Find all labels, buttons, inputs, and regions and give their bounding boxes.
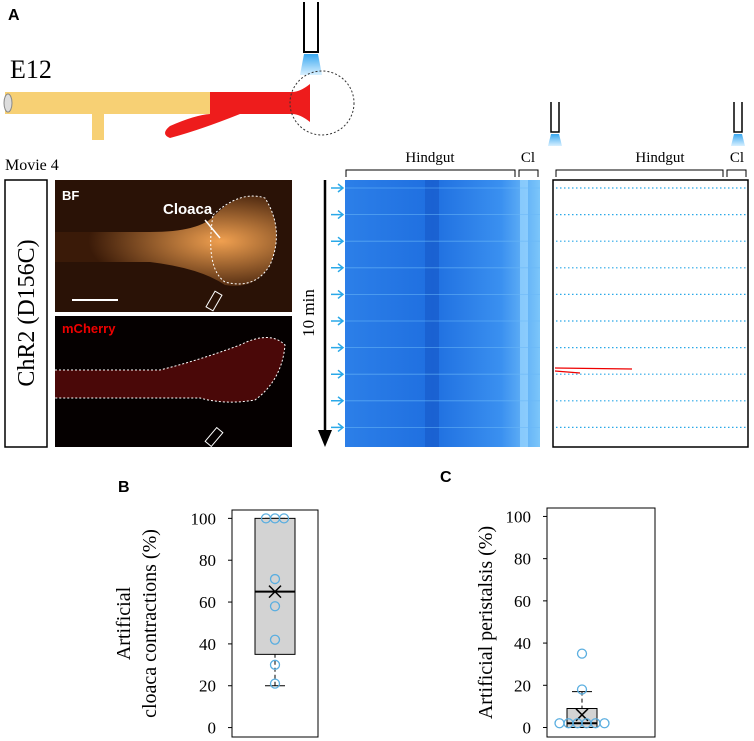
bracket <box>555 169 724 177</box>
stim-arrow <box>331 236 345 246</box>
mcherry-label: mCherry <box>62 321 116 336</box>
red-region <box>165 84 310 138</box>
kymo-band <box>520 180 528 447</box>
light-cone <box>548 134 562 146</box>
bf-label: BF <box>62 188 79 203</box>
y-tick-label: 0 <box>208 719 217 738</box>
y-tick-label: 20 <box>514 676 531 695</box>
bracket <box>518 169 539 177</box>
y-axis-label: Artificial <box>113 586 135 660</box>
stim-arrow <box>331 316 345 326</box>
panel-label: A <box>8 7 20 24</box>
end-cap <box>3 93 13 113</box>
movie-label: Movie 4 <box>5 157 59 174</box>
stub <box>92 114 104 140</box>
bracket <box>345 169 516 177</box>
y-axis-label: cloaca contractions (%) <box>139 529 161 718</box>
data-point <box>576 684 588 695</box>
arrow <box>204 219 221 239</box>
bracket <box>726 169 747 177</box>
y-tick-label: 60 <box>199 593 216 612</box>
y-tick-label: 100 <box>506 507 532 526</box>
panel-label: B <box>118 479 130 496</box>
construct-box <box>4 179 48 448</box>
time-label: 10 min <box>299 289 318 337</box>
stim-arrow <box>331 263 345 273</box>
pipette <box>303 2 319 53</box>
hindgut-label: Hindgut <box>635 150 685 166</box>
hindgut-schematic <box>5 92 215 114</box>
light-cone <box>731 134 745 146</box>
fiber <box>205 290 223 312</box>
y-tick-label: 20 <box>199 677 216 696</box>
data-point <box>269 634 281 645</box>
stim-arrow <box>331 210 345 220</box>
y-tick-label: 100 <box>191 509 217 528</box>
data-point <box>269 678 281 689</box>
stim-arrow <box>331 289 345 299</box>
data-point <box>576 648 588 659</box>
data-point <box>269 659 281 670</box>
plot-frame <box>546 507 656 738</box>
mean-marker <box>268 585 282 599</box>
y-axis-label: Artificial peristalsis (%) <box>475 526 497 719</box>
pipette <box>733 102 743 133</box>
data-point <box>278 513 290 524</box>
y-tick-label: 80 <box>199 551 216 570</box>
peristalsis-trace <box>554 367 633 374</box>
cloaca-label: Cloaca <box>163 201 213 218</box>
arrow-head <box>318 430 332 447</box>
y-tick-label: 40 <box>514 634 531 653</box>
fiber <box>204 426 224 448</box>
stim-arrow <box>331 343 345 353</box>
cl-label: Cl <box>730 150 744 166</box>
trace-panel <box>552 179 749 448</box>
data-point <box>269 573 281 585</box>
y-tick-label: 80 <box>514 550 531 569</box>
y-tick-label: 60 <box>514 592 531 611</box>
stim-arrow <box>331 422 345 432</box>
stim-arrow <box>331 396 345 406</box>
construct-label: ChR2 (D156C) <box>14 239 40 386</box>
cl-label: Cl <box>521 150 535 166</box>
stage-label: E12 <box>10 55 52 84</box>
stim-arrow <box>331 369 345 379</box>
cloaca-outline <box>289 70 355 136</box>
pipette <box>550 102 560 133</box>
bf-gut <box>55 196 277 286</box>
y-tick-label: 0 <box>523 719 532 738</box>
data-point <box>599 718 610 729</box>
stim-arrow <box>331 183 345 193</box>
light-cone <box>300 54 322 75</box>
mcherry-signal <box>55 337 285 403</box>
cloaca-outline <box>210 195 277 285</box>
panel-label: C <box>440 469 452 486</box>
box <box>254 517 296 655</box>
data-point <box>269 601 281 612</box>
kymograph <box>345 180 540 447</box>
kymo-band <box>425 180 439 447</box>
hindgut-label: Hindgut <box>405 150 455 166</box>
y-tick-label: 40 <box>199 635 216 654</box>
gut-outline <box>55 337 286 403</box>
